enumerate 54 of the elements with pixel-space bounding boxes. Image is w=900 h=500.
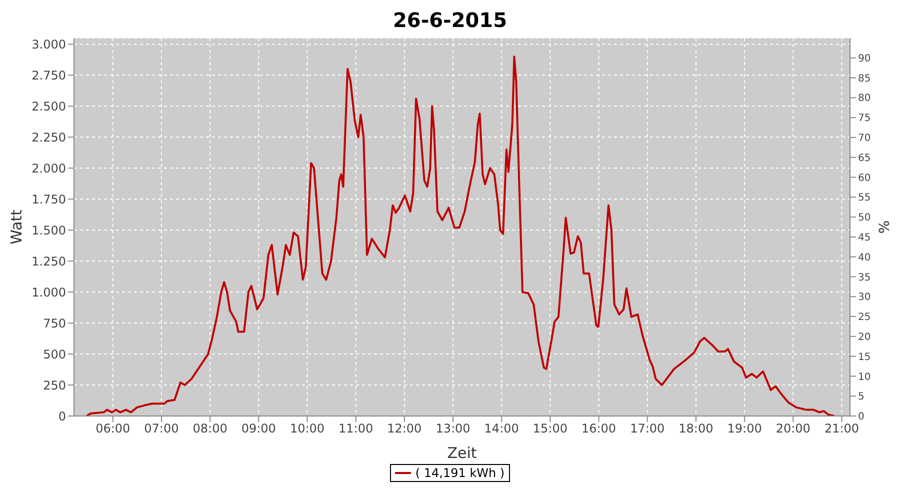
x-tick-label: 08:00 [192,422,228,436]
x-tick-label: 06:00 [96,422,130,436]
x-tick-label: 12:00 [387,422,422,436]
y2-tick-label: 40 [858,252,871,264]
y-tick-label: 2.750 [32,68,66,82]
y-tick-label: 2.500 [32,99,66,114]
x-tick-label: 07:00 [144,422,179,436]
x-tick-label: 18:00 [678,422,714,436]
x-tick-label: 14:00 [484,422,519,436]
y-tick-label: 250 [43,378,66,392]
y2-tick-label: 15 [858,352,871,363]
y2-tick-label: 5 [858,392,864,403]
y2-tick-label: 85 [858,73,871,84]
x-tick-label: 13:00 [436,422,470,436]
y2-tick-label: 75 [858,113,871,124]
x-tick-label: 20:00 [776,422,810,436]
y-tick-label: 750 [43,316,66,330]
y-tick-label: 3.000 [32,37,66,52]
y-tick-label: 1.500 [32,223,66,238]
y2-tick-label: 20 [858,332,871,343]
line-series [86,56,836,416]
x-axis-title: Zeit [447,444,477,462]
y2-tick-label: 90 [858,53,871,64]
y2-tick-label: 45 [858,232,871,244]
x-tick-label: 09:00 [241,422,276,436]
x-tick-label: 19:00 [727,422,762,436]
y2-tick-label: 25 [858,312,871,324]
y2-tick-label: 35 [858,272,871,284]
y-tick-label: 1.750 [32,192,66,206]
x-tick-label: 11:00 [338,422,374,436]
x-tick-label: 16:00 [581,422,616,436]
y2-tick-label: 65 [858,152,871,164]
y2-tick-label: 60 [858,172,871,184]
y2-tick-label: 55 [858,192,871,204]
chart-title: 26-6-2015 [392,8,508,34]
y-tick-label: 1.000 [32,285,66,300]
y2-axis-title: % [876,220,893,234]
y2-tick-label: 50 [858,212,871,224]
y-axis-title: Watt [7,209,26,244]
y2-tick-label: 30 [858,292,871,304]
y2-tick-label: 80 [858,93,871,104]
y-tick-label: 2.000 [32,161,66,176]
y2-tick-label: 0 [858,412,864,423]
y2-tick-label: 70 [858,133,871,144]
y-tick-label: 500 [43,347,66,362]
x-tick-label: 21:00 [824,422,860,436]
y2-tick-label: 10 [858,372,871,383]
x-tick-label: 17:00 [630,422,665,436]
y-tick-label: 2.250 [32,130,66,144]
x-tick-label: 15:00 [532,422,568,436]
y-tick-label: 1.250 [32,254,66,268]
legend-label: ( 14,191 kWh ) [415,466,505,480]
y-tick-label: 0 [58,409,66,424]
x-tick-label: 10:00 [290,422,325,436]
